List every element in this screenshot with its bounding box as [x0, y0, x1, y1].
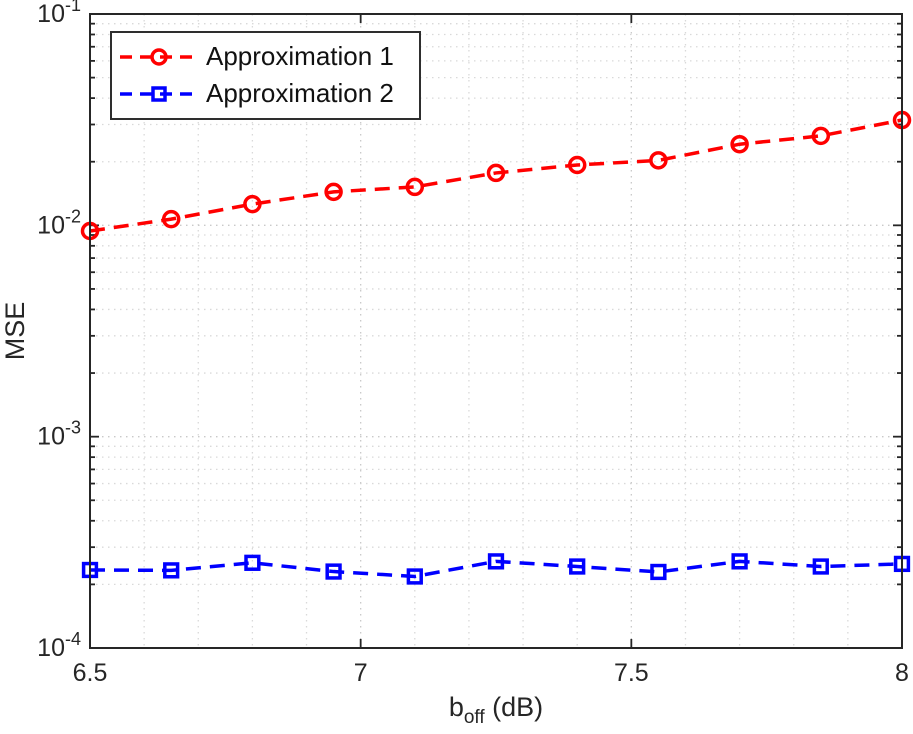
series-approximation-2 [81, 553, 911, 585]
data-point-marker [325, 563, 342, 580]
legend-line-sample-icon [120, 47, 198, 66]
legend-line-sample-icon [120, 86, 198, 103]
legend: Approximation 1 Approximation 2 [110, 31, 421, 120]
data-point-marker [486, 163, 506, 183]
x-tick-label: 7.5 [614, 659, 649, 687]
legend-item-approximation-2: Approximation 2 [119, 80, 419, 108]
legend-label: Approximation 1 [206, 40, 394, 71]
legend-label: Approximation 2 [206, 78, 394, 109]
x-tick-label: 7 [354, 659, 368, 687]
data-point-marker [811, 126, 831, 146]
major-grid [90, 14, 902, 648]
data-point-marker [324, 182, 343, 202]
x-tick-label: 8 [895, 659, 909, 687]
data-point-marker [243, 194, 262, 214]
data-point-marker [487, 553, 505, 570]
series-approximation-1 [80, 110, 912, 241]
y-tick-label: 10-2 [37, 206, 81, 239]
axes-box [89, 13, 903, 649]
data-point-marker [731, 553, 748, 570]
minor-grid [90, 14, 902, 648]
data-point-marker [161, 209, 181, 229]
data-point-marker [567, 155, 587, 175]
data-point-marker [569, 558, 586, 575]
data-point-marker [244, 554, 261, 571]
data-point-marker [405, 177, 425, 197]
data-point-marker [730, 134, 749, 154]
x-tick-label: 6.5 [73, 659, 108, 687]
y-axis-label: MSE [0, 302, 30, 361]
data-point-marker [812, 558, 829, 575]
data-point-marker [163, 562, 180, 579]
y-tick-label: 10-3 [37, 418, 81, 451]
data-point-marker [650, 563, 667, 581]
data-point-marker [406, 568, 423, 585]
y-tick-label: 10-1 [37, 0, 81, 28]
x-axis-label: boff (dB) [449, 692, 543, 728]
legend-item-approximation-1: Approximation 1 [119, 43, 419, 71]
data-point-marker [649, 151, 668, 170]
y-tick-label: 10-4 [37, 629, 81, 662]
